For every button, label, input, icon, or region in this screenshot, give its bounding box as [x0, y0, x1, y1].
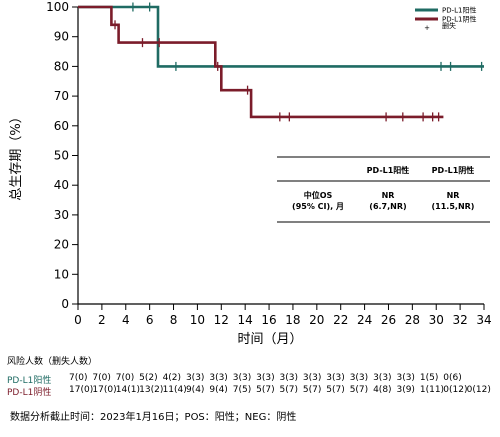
- risk-value: 5(7): [279, 385, 298, 395]
- risk-value: 7(0): [69, 373, 88, 383]
- x-tick-label: 22: [333, 313, 348, 327]
- x-tick-label: 10: [190, 313, 205, 327]
- risk-row-label: PD-L1阴性: [7, 388, 52, 398]
- legend-censor-symbol: +: [424, 24, 430, 32]
- table-header-1: PD-L1阳性: [367, 165, 410, 175]
- risk-value: 7(5): [232, 385, 252, 395]
- x-tick-label: 4: [122, 313, 130, 327]
- y-tick-label: 0: [61, 297, 69, 311]
- y-tick-label: 30: [54, 208, 69, 222]
- table-row-label: (95% CI), 月: [292, 202, 344, 211]
- table-value-0: (6.7,NR): [369, 202, 406, 211]
- risk-value: 13(2): [139, 385, 164, 395]
- table-value-1: (11.5,NR): [432, 202, 475, 211]
- table-value-1: NR: [447, 191, 460, 200]
- x-tick-label: 16: [261, 313, 276, 327]
- y-tick-label: 70: [54, 89, 69, 103]
- risk-value: 1(11): [419, 385, 445, 395]
- y-tick-label: 60: [54, 119, 69, 133]
- legend-label-0: PD-L1阳性: [442, 6, 477, 15]
- table-value-0: NR: [382, 191, 395, 200]
- risk-row-values: 7(0) 7(0) 7(0) 5(2) 4(2) 3(3) 3(3) 3(3) 3(3) 3(3)…: [69, 373, 467, 383]
- risk-value: 5(7): [349, 385, 369, 395]
- series-line-0: [78, 5, 484, 68]
- x-tick-label: 14: [238, 313, 253, 327]
- risk-value: 3(3): [209, 373, 228, 383]
- risk-value: 5(2): [139, 373, 158, 383]
- risk-value: 3(9): [396, 385, 415, 395]
- risk-value: 9(4): [209, 385, 228, 395]
- x-tick-label: 24: [357, 313, 372, 327]
- y-axis-title: 总生存期（%）: [9, 110, 24, 200]
- risk-value: 5(7): [326, 385, 345, 395]
- data-cutoff-footnote: 数据分析截止时间：2023年1月16日；POS：阳性；NEG：阴性: [10, 412, 297, 423]
- risk-value: 4(2): [162, 373, 182, 383]
- x-tick-label: 0: [74, 313, 82, 327]
- risk-value: 0(12): [466, 385, 491, 395]
- x-tick-label: 2: [98, 313, 106, 327]
- risk-value: 0(6): [443, 373, 462, 383]
- risk-value: 3(3): [279, 373, 298, 383]
- risk-value: 7(0): [115, 373, 135, 383]
- y-tick-label: 100: [46, 0, 69, 14]
- x-tick-label: 18: [285, 313, 300, 327]
- risk-table-title: 风险人数（删失人数）: [7, 357, 98, 367]
- x-tick-label: 30: [429, 313, 444, 327]
- risk-value: 3(3): [256, 373, 275, 383]
- series-line-1: [78, 5, 444, 119]
- risk-value: 5(7): [302, 385, 322, 395]
- table-row-label: 中位OS: [304, 190, 333, 200]
- legend-label-1: PD-L1阴性: [442, 15, 477, 24]
- risk-value: 17(0): [69, 385, 94, 395]
- table-header-2: PD-L1阴性: [432, 165, 475, 175]
- x-tick-label: 26: [381, 313, 396, 327]
- risk-value: 3(3): [302, 373, 322, 383]
- risk-value: 17(0): [92, 385, 117, 395]
- y-tick-label: 40: [54, 178, 69, 192]
- risk-value: 1(5): [419, 373, 439, 383]
- y-tick-label: 50: [54, 149, 69, 163]
- risk-value: 3(3): [185, 373, 205, 383]
- x-tick-label: 6: [146, 313, 154, 327]
- x-tick-label: 34: [476, 313, 491, 327]
- risk-value: 3(3): [326, 373, 345, 383]
- risk-value: 14(1): [115, 385, 140, 395]
- risk-value: 0(12): [443, 385, 468, 395]
- risk-value: 3(3): [373, 373, 392, 383]
- risk-value: 11(4): [162, 385, 187, 395]
- risk-value: 3(3): [396, 373, 415, 383]
- risk-value: 3(3): [349, 373, 369, 383]
- x-tick-label: 32: [452, 313, 467, 327]
- risk-value: 5(7): [256, 385, 275, 395]
- x-tick-label: 8: [170, 313, 178, 327]
- risk-row-values: 17(0)17(0)14(1)13(2)11(4)9(4) 9(4) 7(5) 5(7…: [69, 385, 491, 395]
- legend-censor-label: 删失: [442, 21, 456, 30]
- risk-value: 7(0): [92, 373, 111, 383]
- x-tick-label: 12: [214, 313, 229, 327]
- x-tick-label: 28: [405, 313, 420, 327]
- risk-value: 3(3): [232, 373, 252, 383]
- y-tick-label: 10: [54, 267, 69, 281]
- x-axis-title: 时间（月）: [237, 332, 302, 345]
- y-tick-label: 90: [54, 30, 69, 44]
- y-tick-label: 20: [54, 238, 69, 252]
- risk-row-label: PD-L1阳性: [7, 376, 52, 386]
- x-tick-label: 20: [309, 313, 324, 327]
- risk-value: 4(8): [373, 385, 392, 395]
- y-tick-label: 80: [54, 59, 69, 73]
- risk-value: 9(4): [185, 385, 205, 395]
